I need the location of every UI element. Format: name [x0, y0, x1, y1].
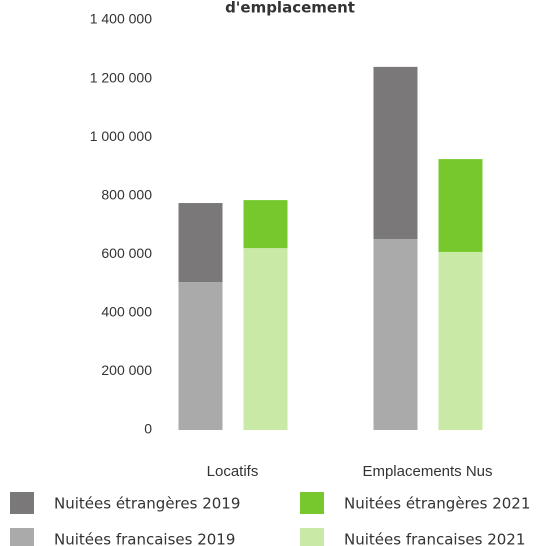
legend-label: Nuitées francaises 2021 [344, 531, 525, 546]
legend-label: Nuitées étrangères 2019 [54, 495, 240, 513]
y-tick-label: 0 [144, 421, 152, 437]
bar-segment [438, 159, 483, 252]
y-tick-label: 800 000 [101, 186, 152, 202]
y-tick-label: 600 000 [101, 245, 152, 261]
legend-swatch [300, 492, 324, 514]
bar-segment [373, 66, 418, 240]
chart-title: d'emplacement [225, 0, 355, 17]
y-tick-label: 200 000 [101, 362, 152, 378]
y-tick-label: 1 400 000 [90, 11, 152, 27]
legend-swatch [10, 528, 34, 546]
bar-segment [373, 239, 418, 430]
y-tick-label: 1 200 000 [90, 69, 152, 85]
bar-segment [243, 200, 288, 249]
x-tick-label: Emplacements Nus [362, 462, 493, 480]
bar-segment [178, 282, 223, 430]
legend-swatch [300, 528, 324, 546]
x-tick-label: Locatifs [206, 462, 259, 480]
bar-segment [243, 248, 288, 430]
y-tick-label: 1 000 000 [90, 128, 152, 144]
legend-swatch [10, 492, 34, 514]
legend-label: Nuitées étrangères 2021 [344, 495, 530, 513]
legend-label: Nuitées francaises 2019 [54, 531, 235, 546]
bar-segment [438, 251, 483, 430]
y-tick-label: 400 000 [101, 304, 152, 320]
bar-segment [178, 203, 223, 283]
